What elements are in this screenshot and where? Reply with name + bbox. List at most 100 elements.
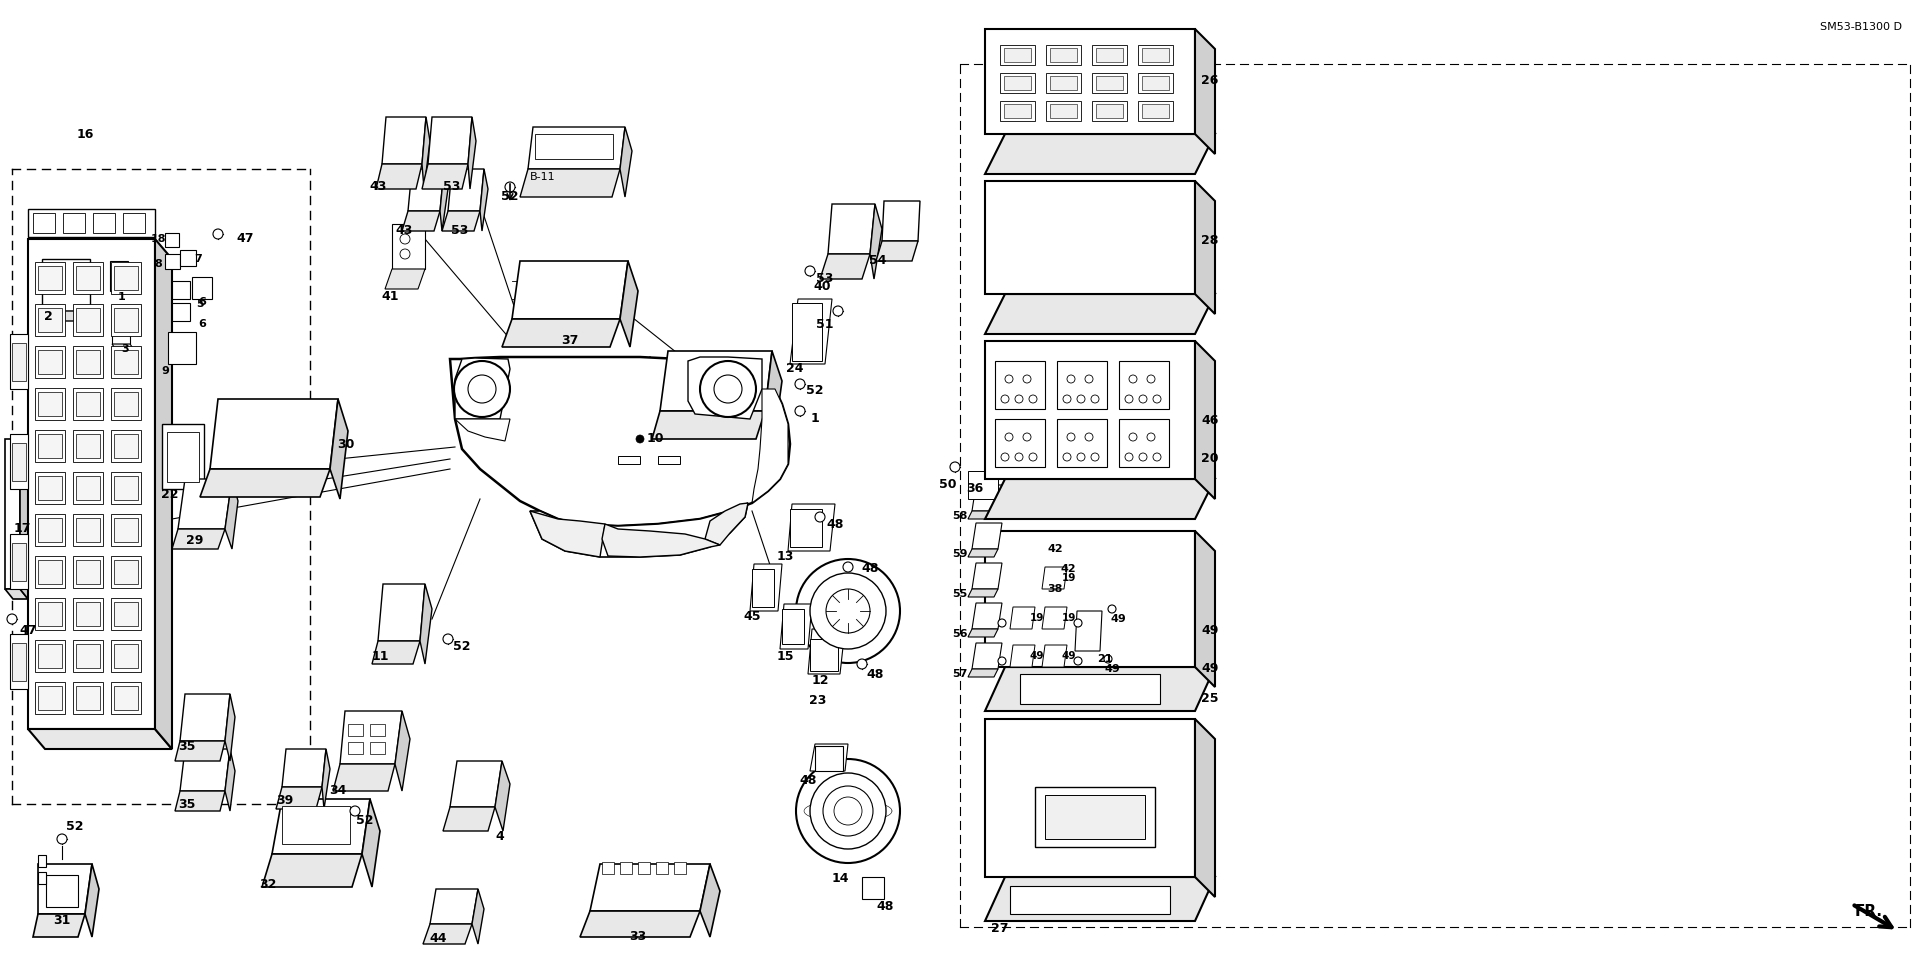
Bar <box>111 640 140 672</box>
Text: 52: 52 <box>806 385 824 397</box>
Circle shape <box>797 759 900 863</box>
Bar <box>77 308 100 332</box>
Polygon shape <box>225 479 238 549</box>
Text: 55: 55 <box>952 589 968 599</box>
Text: 10: 10 <box>647 433 664 446</box>
Polygon shape <box>323 749 330 809</box>
Bar <box>38 308 61 332</box>
Bar <box>77 686 100 710</box>
Polygon shape <box>442 211 480 231</box>
Bar <box>1046 73 1081 93</box>
Text: 19: 19 <box>1029 613 1044 623</box>
Bar <box>1000 73 1035 93</box>
Bar <box>789 509 822 547</box>
Bar <box>603 862 614 874</box>
Text: 19: 19 <box>1062 613 1077 623</box>
Polygon shape <box>455 419 511 441</box>
Polygon shape <box>422 164 468 189</box>
Bar <box>35 430 65 462</box>
Circle shape <box>1125 453 1133 461</box>
Circle shape <box>833 306 843 316</box>
Polygon shape <box>985 134 1215 174</box>
Polygon shape <box>180 749 230 791</box>
Bar <box>77 392 100 416</box>
Text: 52: 52 <box>67 821 84 833</box>
Text: 19: 19 <box>1062 573 1077 583</box>
Bar <box>1139 101 1173 121</box>
Polygon shape <box>156 239 173 749</box>
Bar <box>111 682 140 714</box>
Polygon shape <box>972 563 1002 589</box>
Bar <box>1096 104 1123 118</box>
Circle shape <box>1108 605 1116 613</box>
Polygon shape <box>530 511 605 557</box>
Bar <box>1000 101 1035 121</box>
Text: 18: 18 <box>150 234 165 244</box>
Bar <box>1000 45 1035 65</box>
Text: 31: 31 <box>54 915 71 927</box>
Polygon shape <box>530 503 749 557</box>
Bar <box>38 560 61 584</box>
Polygon shape <box>447 169 484 211</box>
Polygon shape <box>330 399 348 499</box>
Bar <box>1004 104 1031 118</box>
Polygon shape <box>972 643 1002 669</box>
Circle shape <box>1146 375 1156 383</box>
Bar <box>1092 73 1127 93</box>
Polygon shape <box>420 584 432 664</box>
Text: 37: 37 <box>561 335 578 347</box>
Polygon shape <box>985 29 1194 134</box>
Bar <box>73 304 104 336</box>
Bar <box>1058 419 1108 467</box>
Circle shape <box>1129 375 1137 383</box>
Text: 53: 53 <box>444 180 461 194</box>
Text: 1: 1 <box>810 412 820 426</box>
Bar <box>674 862 685 874</box>
Bar <box>73 262 104 294</box>
Text: 49: 49 <box>1202 663 1219 675</box>
Circle shape <box>701 361 756 417</box>
Bar <box>169 332 196 364</box>
Circle shape <box>833 797 862 825</box>
Bar <box>113 518 138 542</box>
Bar <box>113 434 138 458</box>
Polygon shape <box>449 357 789 526</box>
Polygon shape <box>29 239 156 729</box>
Circle shape <box>1023 433 1031 441</box>
Bar <box>35 304 65 336</box>
Bar <box>165 254 180 269</box>
Polygon shape <box>660 351 772 411</box>
Polygon shape <box>449 761 501 807</box>
Circle shape <box>856 659 868 669</box>
Bar <box>618 456 639 464</box>
Bar <box>77 602 100 626</box>
Bar <box>63 213 84 233</box>
Circle shape <box>1139 395 1146 403</box>
Text: 6: 6 <box>198 319 205 329</box>
Text: 50: 50 <box>939 478 956 490</box>
Text: 53: 53 <box>451 224 468 238</box>
Polygon shape <box>111 309 131 344</box>
Polygon shape <box>282 749 326 787</box>
Bar <box>77 644 100 668</box>
Polygon shape <box>653 411 764 439</box>
Bar <box>73 430 104 462</box>
Polygon shape <box>372 641 420 664</box>
Bar <box>111 598 140 630</box>
Circle shape <box>804 266 814 276</box>
Circle shape <box>636 435 643 443</box>
Circle shape <box>1146 433 1156 441</box>
Polygon shape <box>84 864 100 937</box>
Text: 48: 48 <box>866 667 883 681</box>
Text: 48: 48 <box>876 901 893 914</box>
Text: 17: 17 <box>13 523 31 535</box>
Text: 8: 8 <box>154 259 161 269</box>
Polygon shape <box>173 529 225 549</box>
Text: 58: 58 <box>952 511 968 521</box>
Bar <box>33 213 56 233</box>
Circle shape <box>795 379 804 389</box>
Bar <box>1119 361 1169 409</box>
Polygon shape <box>1075 611 1102 651</box>
Bar <box>38 392 61 416</box>
Circle shape <box>399 234 411 244</box>
